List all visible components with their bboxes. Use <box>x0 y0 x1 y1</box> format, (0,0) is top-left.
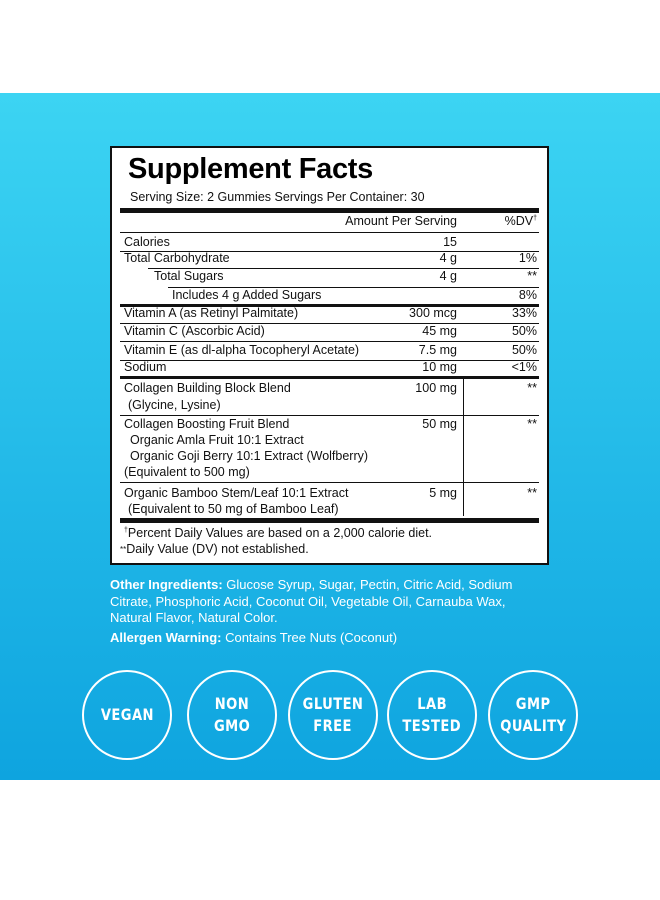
row-dv: 33% <box>511 306 537 320</box>
blend-line: (Glycine, Lysine) <box>128 398 221 412</box>
divider <box>120 360 539 361</box>
divider <box>120 232 539 233</box>
blend-amount: 5 mg <box>429 486 457 500</box>
other-ingredients: Other Ingredients: Glucose Syrup, Sugar,… <box>110 577 512 627</box>
divider <box>120 482 539 483</box>
divider <box>168 287 539 288</box>
footnote-dv: †Percent Daily Values are based on a 2,0… <box>124 526 433 540</box>
serving-info: Serving Size: 2 Gummies Servings Per Con… <box>130 190 425 204</box>
divider-thick <box>120 518 539 523</box>
row-dv: ** <box>527 269 537 283</box>
row-name: Total Carbohydrate <box>124 251 230 265</box>
row-dv: <1% <box>511 360 537 374</box>
row-amount: 4 g <box>439 269 457 283</box>
row-name: Sodium <box>124 360 167 374</box>
badge-text: GLUTEN <box>302 694 364 713</box>
badge-text: QUALITY <box>499 716 567 735</box>
badge-text: VEGAN <box>100 705 154 724</box>
blend-line: Collagen Building Block Blend <box>124 381 291 395</box>
row-name: Calories <box>124 235 170 249</box>
badge-text: NON <box>214 694 250 713</box>
divider-thick <box>120 208 539 213</box>
row-amount: 300 mcg <box>409 306 457 320</box>
header-dv: %DV† <box>504 214 537 228</box>
column-divider <box>463 378 464 516</box>
vegan-badge: VEGAN <box>82 670 172 760</box>
blend-dv: ** <box>527 486 537 500</box>
allergen-label: Allergen Warning: <box>110 630 222 645</box>
blend-dv: ** <box>527 417 537 431</box>
supplement-facts-panel: Supplement Facts Serving Size: 2 Gummies… <box>110 146 549 565</box>
blend-line: (Equivalent to 500 mg) <box>124 465 250 479</box>
badge-text: TESTED <box>402 716 462 735</box>
gluten-free-badge: GLUTEN FREE <box>288 670 378 760</box>
blend-line: Organic Goji Berry 10:1 Extract (Wolfber… <box>130 449 369 463</box>
badge-text: GMP <box>515 694 551 713</box>
row-amount: 4 g <box>439 251 457 265</box>
blend-amount: 50 mg <box>422 417 457 431</box>
divider <box>120 341 539 342</box>
header-amount: Amount Per Serving <box>345 214 457 228</box>
row-name: Includes 4 g Added Sugars <box>172 288 322 302</box>
other-ingredients-text: Glucose Syrup, Sugar, Pectin, Citric Aci… <box>222 577 513 592</box>
blend-line: Organic Bamboo Stem/Leaf 10:1 Extract <box>124 486 349 500</box>
other-ingredients-line2: Citrate, Phosphoric Acid, Coconut Oil, V… <box>110 593 506 609</box>
row-name: Vitamin A (as Retinyl Palmitate) <box>124 306 299 320</box>
divider <box>120 415 539 416</box>
divider-medium <box>120 376 539 379</box>
divider <box>148 268 539 269</box>
row-amount: 7.5 mg <box>418 343 457 357</box>
divider <box>120 323 539 324</box>
row-dv: 50% <box>511 343 537 357</box>
facts-title: Supplement Facts <box>128 153 373 185</box>
footnote-not-established: **Daily Value (DV) not established. <box>120 542 309 556</box>
blend-amount: 100 mg <box>415 381 457 395</box>
divider <box>120 251 539 252</box>
non-gmo-badge: NON GMO <box>187 670 277 760</box>
row-dv: 1% <box>518 251 537 265</box>
row-amount: 45 mg <box>422 324 457 338</box>
allergen-warning: Allergen Warning: Contains Tree Nuts (Co… <box>110 630 397 647</box>
row-dv: 50% <box>511 324 537 338</box>
badge-text: LAB <box>417 694 447 713</box>
blend-line: Organic Amla Fruit 10:1 Extract <box>130 433 304 447</box>
divider-medium <box>120 304 539 307</box>
blend-dv: ** <box>527 381 537 395</box>
allergen-text: Contains Tree Nuts (Coconut) <box>221 630 398 645</box>
row-name: Total Sugars <box>154 269 224 283</box>
row-name: Vitamin C (Ascorbic Acid) <box>124 324 265 338</box>
blend-line: (Equivalent to 50 mg of Bamboo Leaf) <box>128 502 339 516</box>
badge-text: FREE <box>313 716 353 735</box>
gmp-quality-badge: GMP QUALITY <box>488 670 578 760</box>
other-ingredients-line3: Natural Flavor, Natural Color. <box>110 610 278 625</box>
other-ingredients-label: Other Ingredients: <box>110 577 223 592</box>
row-name: Vitamin E (as dl-alpha Tocopheryl Acetat… <box>124 343 360 357</box>
blend-line: Collagen Boosting Fruit Blend <box>124 417 290 431</box>
row-amount: 15 <box>443 235 457 249</box>
badge-text: GMO <box>213 716 251 735</box>
lab-tested-badge: LAB TESTED <box>387 670 477 760</box>
row-amount: 10 mg <box>422 360 457 374</box>
row-dv: 8% <box>518 288 537 302</box>
